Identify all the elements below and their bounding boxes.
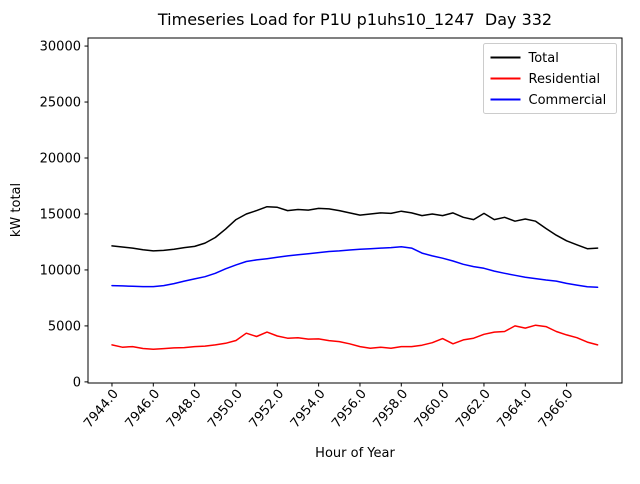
y-tick-label: 10000 [40, 263, 81, 278]
x-tick-label: 7946.0 [123, 387, 164, 431]
x-tick-label: 7954.0 [288, 387, 329, 431]
series-line-total [111, 205, 599, 252]
series-line-commercial [111, 245, 599, 289]
x-tick-label: 7944.0 [81, 387, 122, 431]
x-tick-label: 7960.0 [412, 387, 453, 431]
y-tick-label: 25000 [40, 96, 81, 111]
y-tick-label: 30000 [40, 40, 81, 55]
x-tick-label: 7952.0 [247, 387, 288, 431]
y-tick-label: 20000 [40, 152, 81, 167]
x-tick-label: 7962.0 [453, 387, 494, 431]
x-tick-label: 7948.0 [164, 387, 205, 431]
y-tick-label: 15000 [40, 207, 81, 222]
legend-label-residential: Residential [529, 72, 601, 87]
x-tick-label: 7958.0 [371, 387, 412, 431]
y-axis-label: kW total [9, 183, 24, 237]
x-tick-label: 7956.0 [329, 387, 370, 431]
legend-box [483, 43, 617, 114]
y-tick-label: 0 [73, 375, 81, 390]
x-tick-label: 7964.0 [495, 387, 536, 431]
chart-title: Timeseries Load for P1U p1uhs10_1247 Day… [157, 10, 552, 30]
y-tick-label: 5000 [48, 319, 81, 334]
legend-label-total: Total [528, 51, 559, 66]
x-axis-label: Hour of Year [315, 446, 395, 461]
legend-label-commercial: Commercial [529, 93, 607, 108]
series-line-residential [111, 324, 599, 350]
x-tick-label: 7950.0 [205, 387, 246, 431]
x-tick-label: 7966.0 [536, 387, 577, 431]
